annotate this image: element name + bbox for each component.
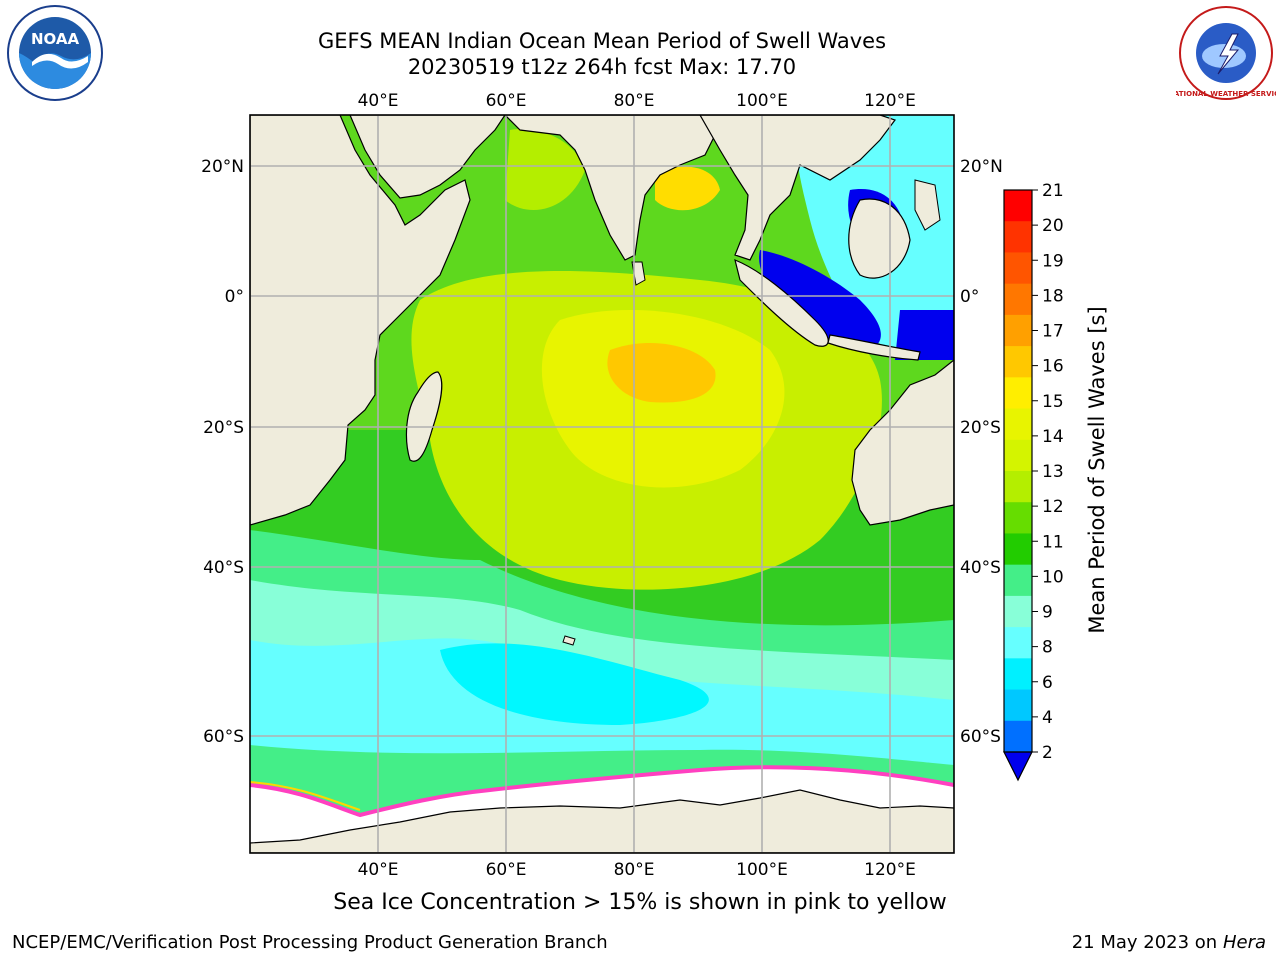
lat-label-right: 40°S	[960, 558, 1001, 578]
colorbar-segment	[1004, 221, 1032, 253]
footer-credit: NCEP/EMC/Verification Post Processing Pr…	[12, 932, 608, 953]
lon-label-top: 40°E	[358, 91, 399, 111]
graticule	[250, 115, 954, 853]
lon-label-bottom: 120°E	[864, 860, 916, 880]
land-se-asia	[699, 115, 896, 261]
lat-label-right: 20°N	[960, 157, 1003, 177]
colorbar-segment	[1004, 346, 1032, 378]
lon-label-top: 100°E	[736, 91, 788, 111]
nws-logo: NATIONAL WEATHER SERVICE	[1176, 6, 1276, 100]
nws-logo-text: NATIONAL WEATHER SERVICE	[1176, 90, 1276, 98]
colorbar-segment	[1004, 689, 1032, 722]
colorbar-tick-label: 14	[1042, 427, 1064, 447]
colorbar-segment	[1004, 252, 1032, 285]
colorbar-segment	[1004, 502, 1032, 534]
land-borneo	[848, 198, 911, 279]
land-java	[827, 334, 921, 361]
land-sulawesi	[914, 179, 941, 231]
footer-date-text: 21 May 2023 on	[1071, 932, 1218, 953]
lon-label-top: 120°E	[864, 91, 916, 111]
arabian-sea-swell	[505, 129, 585, 210]
sea-ice-edge	[250, 765, 954, 818]
colorbar-tick-label: 15	[1042, 392, 1064, 412]
lat-label-left: 20°N	[201, 157, 244, 177]
lat-label-right: 0°	[960, 287, 979, 307]
colorbar-segment	[1004, 439, 1032, 472]
colorbar-tick-label: 13	[1042, 462, 1064, 482]
colorbar-tick-label: 6	[1042, 673, 1053, 693]
lon-label-bottom: 40°E	[358, 860, 399, 880]
colorbar-tick-label: 2	[1042, 743, 1053, 763]
lat-label-left: 40°S	[203, 558, 244, 578]
colorbar-label: Mean Period of Swell Waves [s]	[1085, 306, 1109, 634]
lat-label-left: 60°S	[203, 727, 244, 747]
colorbar-tick-label: 20	[1042, 216, 1064, 236]
colorbar-ticks: 21 20 19 18 17 16 15 14 13 12 11 10 9 8 6 4 2	[1032, 181, 1064, 763]
lon-label-top: 60°E	[486, 91, 527, 111]
colorbar-segment	[1004, 595, 1032, 628]
colorbar-segment	[1004, 283, 1032, 316]
colorbar-segment	[1004, 720, 1032, 753]
colorbar-segment	[1004, 564, 1032, 597]
colorbar-tick-label: 11	[1042, 532, 1064, 552]
colorbar-tick-label: 12	[1042, 497, 1064, 517]
map-border	[249, 114, 955, 854]
lon-label-bottom: 80°E	[614, 860, 655, 880]
se-asia-low-period-3	[895, 310, 954, 360]
colorbar-tick-label: 8	[1042, 638, 1053, 658]
land-africa	[250, 115, 471, 526]
colorbar-tick-label: 10	[1042, 567, 1064, 587]
colorbar-segment	[1004, 190, 1032, 222]
colorbar-tick-label: 21	[1042, 181, 1064, 201]
map-area	[250, 115, 954, 853]
colorbar	[1003, 189, 1033, 782]
colorbar-segment	[1004, 377, 1032, 410]
sea-ice-note: Sea Ice Concentration > 15% is shown in …	[333, 890, 947, 915]
lat-label-left: 20°S	[203, 418, 244, 438]
noaa-logo-text: NOAA	[31, 30, 80, 48]
colorbar-tick-label: 19	[1042, 251, 1064, 271]
lon-label-top: 80°E	[614, 91, 655, 111]
colorbar-segment	[1004, 658, 1032, 691]
lat-label-left: 0°	[225, 287, 244, 307]
sea-ice-edge-yellow	[250, 781, 361, 811]
colorbar-extend-arrow	[1003, 751, 1033, 782]
land-antarctica	[250, 789, 954, 853]
colorbar-segment	[1004, 408, 1032, 441]
se-asia-low-period-2	[759, 250, 881, 350]
colorbar-tick-label: 4	[1042, 708, 1053, 728]
bay-bengal-swell	[655, 166, 720, 211]
lon-label-bottom: 100°E	[736, 860, 788, 880]
map-title: GEFS MEAN Indian Ocean Mean Period of Sw…	[317, 29, 887, 53]
colorbar-segment	[1004, 471, 1032, 503]
footer-date: 21 May 2023 on Hera	[1072, 932, 1266, 953]
colorbar-segment	[1004, 314, 1032, 347]
colorbar-tick-label: 16	[1042, 357, 1064, 377]
lat-label-right: 20°S	[960, 418, 1001, 438]
colorbar-segment	[1004, 627, 1032, 659]
colorbar-tick-label: 17	[1042, 322, 1064, 342]
axis-labels: 40°E 60°E 80°E 100°E 120°E 40°E 60°E 80°…	[201, 91, 1003, 880]
noaa-logo: NOAA	[7, 5, 103, 101]
colorbar-tick-label: 18	[1042, 286, 1064, 306]
land-australia	[851, 359, 954, 526]
colorbar-tick-label: 9	[1042, 603, 1053, 623]
footer-machine: Hera	[1222, 932, 1266, 953]
land-kerguelen	[562, 635, 576, 646]
lon-label-bottom: 60°E	[486, 860, 527, 880]
southern-band-5s	[440, 643, 709, 725]
map-subtitle: 20230519 t12z 264h fcst Max: 17.70	[407, 55, 797, 79]
lat-label-right: 60°S	[960, 727, 1001, 747]
land-india	[504, 115, 716, 261]
land-madagascar	[405, 371, 443, 462]
colorbar-segment	[1004, 533, 1032, 566]
